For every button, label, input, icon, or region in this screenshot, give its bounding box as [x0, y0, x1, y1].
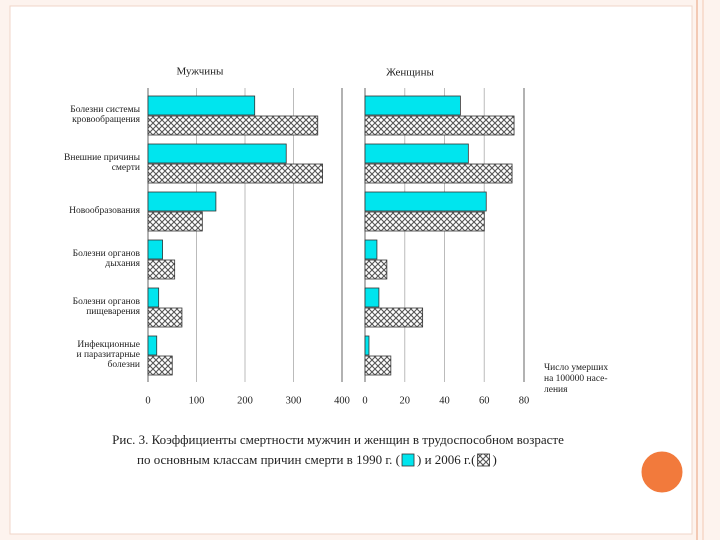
category-label: дыхания: [105, 259, 140, 269]
bar: [364, 287, 380, 308]
chart-title: Женщины: [386, 67, 434, 79]
caption: Рис. 3. Коэффициенты смертности мужчин и…: [112, 432, 564, 447]
slide-body: [9, 5, 693, 535]
bar: [364, 95, 461, 116]
bar: [364, 211, 485, 232]
bar: [364, 163, 513, 184]
category-label: и паразитарные: [77, 350, 140, 360]
x-axis-label: ления: [544, 385, 568, 395]
x-tick-label: 200: [237, 395, 253, 406]
bar: [364, 191, 487, 212]
category-label: смерти: [112, 163, 140, 173]
bar: [364, 307, 424, 328]
bar: [147, 191, 217, 212]
bar: [147, 287, 160, 308]
bar: [147, 335, 158, 356]
bar: [147, 95, 256, 116]
bar: [147, 211, 203, 232]
x-tick-label: 60: [479, 395, 490, 406]
chart-title: Мужчины: [177, 66, 224, 78]
x-tick-label: 400: [334, 395, 350, 406]
category-label: болезни: [108, 359, 140, 370]
bar: [147, 143, 287, 164]
category-label: Новообразования: [69, 205, 141, 216]
caption: ) и 2006 г.(: [417, 452, 475, 467]
bar: [147, 239, 163, 260]
category-label: Внешние причины: [64, 153, 141, 163]
bar: [364, 259, 388, 280]
x-tick-label: 100: [189, 395, 205, 406]
caption: ): [493, 452, 497, 467]
legend-swatch: [477, 453, 490, 467]
x-axis-label: на 100000 насе-: [544, 374, 608, 384]
x-tick-label: 0: [362, 395, 367, 406]
category-label: пищеварения: [86, 307, 140, 317]
legend-swatch: [401, 453, 415, 467]
bar: [364, 335, 370, 356]
bar: [147, 307, 183, 328]
x-tick-label: 80: [519, 395, 530, 406]
bar: [147, 355, 173, 376]
bar: [364, 115, 515, 136]
bar: [364, 143, 469, 164]
category-label: кровообращения: [72, 114, 141, 125]
bar: [147, 115, 319, 136]
x-tick-label: 0: [145, 395, 150, 406]
category-label: Болезни органов: [73, 297, 141, 307]
caption: по основным классам причин смерти в 1990…: [137, 452, 400, 467]
x-tick-label: 300: [286, 395, 302, 406]
x-axis-label: Число умерших: [544, 363, 608, 373]
x-tick-label: 40: [439, 395, 450, 406]
bar: [364, 239, 378, 260]
x-tick-label: 20: [400, 395, 411, 406]
decor-circle: [638, 448, 686, 496]
bar: [364, 355, 392, 376]
category-label: Болезни системы: [70, 105, 140, 115]
bar: [147, 163, 324, 184]
category-label: Инфекционные: [77, 339, 140, 350]
bar: [147, 259, 176, 280]
category-label: Болезни органов: [73, 249, 141, 259]
